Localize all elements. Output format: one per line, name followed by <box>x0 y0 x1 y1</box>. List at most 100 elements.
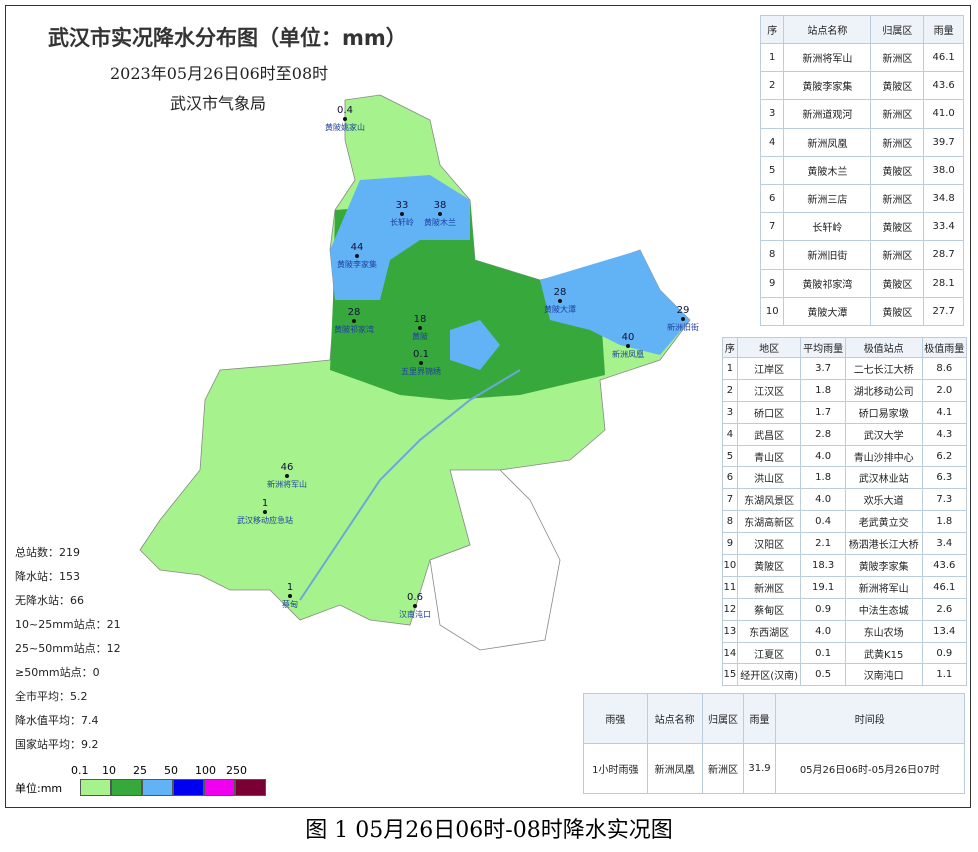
stat: ≥50mm站点：0 <box>15 666 100 679</box>
cell: 黄陂祁家湾 <box>783 268 872 298</box>
row: 7 东湖风景区 4.0 欢乐大道 7.3 <box>722 488 968 512</box>
row: 2 江汉区 1.8 湖北移动公司 2.0 <box>722 378 968 402</box>
station-value: 44 <box>351 242 364 253</box>
cell: 武黄K15 <box>844 641 923 665</box>
legend-swatch <box>235 779 266 796</box>
row: 3 硚口区 1.7 硚口易家墩 4.1 <box>722 400 968 424</box>
cell: 黄陂木兰 <box>783 155 872 185</box>
cell: 东西湖区 <box>736 619 802 643</box>
cell: 4 <box>722 422 738 446</box>
cell: 新洲区 <box>870 240 925 270</box>
cell: 新洲道观河 <box>783 99 872 129</box>
cell: 13 <box>722 619 738 643</box>
cell: 4.0 <box>800 488 846 512</box>
row: 7 长轩岭 黄陂区 33.4 <box>759 212 964 242</box>
cell: 江岸区 <box>736 357 802 380</box>
row: 10 黄陂区 18.3 黄陂李家集 43.6 <box>722 554 968 577</box>
station-value: 0.1 <box>413 349 429 360</box>
header-cell: 平均雨量 <box>800 337 846 358</box>
station <box>558 299 562 303</box>
row: 10 黄陂大潭 黄陂区 27.7 <box>759 296 964 326</box>
cell: 新洲区 <box>701 743 745 794</box>
cell: 长轩岭 <box>783 212 872 242</box>
river <box>299 369 521 601</box>
region-none <box>429 469 561 651</box>
cell: 洪山区 <box>736 466 802 490</box>
cell: 8 <box>722 510 738 534</box>
cell: 7.3 <box>921 488 968 512</box>
cell: 新洲区 <box>736 575 802 599</box>
cell: 43.6 <box>923 71 964 101</box>
station <box>288 594 292 598</box>
cell: 新洲区 <box>870 42 925 73</box>
station-value: 0.6 <box>407 592 423 603</box>
stat: 国家站平均：9.2 <box>15 738 99 751</box>
legend-label: 10 <box>102 764 116 777</box>
cell: 28.7 <box>923 240 964 270</box>
header-cell: 地区 <box>736 337 802 358</box>
row: 6 洪山区 1.8 武汉林业站 6.3 <box>722 466 968 490</box>
cell: 新洲凤凰 <box>646 743 703 794</box>
cell: 0.1 <box>800 641 846 665</box>
cell: 4.0 <box>800 444 846 468</box>
cell: 东湖风景区 <box>736 488 802 512</box>
row: 5 黄陂木兰 黄陂区 38.0 <box>759 155 964 185</box>
cell: 中法生态城 <box>844 597 923 621</box>
cell: 4 <box>759 127 785 157</box>
row: 11 新洲区 19.1 新洲将军山 46.1 <box>722 575 968 599</box>
cell: 05月26日06时-05月26日07时 <box>774 743 966 794</box>
cell: 新洲区 <box>870 99 925 129</box>
station-name: 新洲凤凰 <box>612 349 644 359</box>
cell: 9 <box>722 532 738 556</box>
station-name: 新洲将军山 <box>267 479 307 489</box>
cell: 新洲旧街 <box>783 240 872 270</box>
header-cell: 序 <box>759 15 785 44</box>
station <box>400 212 404 216</box>
cell: 2.8 <box>800 422 846 446</box>
stations-table: 序站点名称 归属区 雨量 1 新洲将军山 新洲区 46.1 2 黄陂李家集 黄陂区 43.6 3 新洲道… <box>759 15 964 326</box>
header-row: 雨强 站点名称 归属区 雨量 时间段 <box>583 693 966 744</box>
cell: 硚口易家墩 <box>844 400 923 424</box>
caption: 图 1 05月26日06时-08时降水实况图 <box>305 818 673 843</box>
header-cell: 雨量 <box>923 15 964 44</box>
station-name: 武汉移动应急站 <box>237 515 293 525</box>
header-cell: 极值站点 <box>844 337 923 358</box>
stat: 全市平均：5.2 <box>15 690 88 703</box>
stat: 降水站：153 <box>15 570 80 583</box>
cell: 4.1 <box>921 400 968 424</box>
cell: 黄陂李家集 <box>783 71 872 101</box>
cell: 14 <box>722 641 738 665</box>
cell: 2.6 <box>921 597 968 621</box>
row: 6 新洲三店 新洲区 34.8 <box>759 183 964 214</box>
cell: 10 <box>759 296 785 326</box>
cell: 江汉区 <box>736 378 802 402</box>
cell: 12 <box>722 597 738 621</box>
cell: 武汉林业站 <box>844 466 923 490</box>
station-value: 29 <box>677 305 690 316</box>
cell: 3 <box>722 400 738 424</box>
cell: 湖北移动公司 <box>844 378 923 402</box>
cell: 武汉大学 <box>844 422 923 446</box>
header-cell: 雨强 <box>583 693 648 744</box>
header-cell: 归属区 <box>701 693 745 744</box>
row: 9 黄陂祁家湾 黄陂区 28.1 <box>759 268 964 298</box>
cell: 黄陂区 <box>870 296 925 326</box>
cell: 34.8 <box>923 183 964 214</box>
cell: 3 <box>759 99 785 129</box>
cell: 1小时雨强 <box>583 743 648 794</box>
legend-label: 25 <box>133 764 147 777</box>
region-blue <box>330 175 470 300</box>
header-cell: 序 <box>722 337 738 358</box>
station-value: 1 <box>262 498 268 509</box>
header-cell: 时间段 <box>774 693 966 744</box>
cell: 新洲将军山 <box>844 575 923 599</box>
cell: 汉南沌口 <box>844 663 923 687</box>
region-blue <box>540 250 690 355</box>
agency: 武汉市气象局 <box>170 94 267 113</box>
station-value: 1 <box>287 582 293 593</box>
station <box>352 319 356 323</box>
region-blue <box>450 320 500 370</box>
header-cell: 站点名称 <box>646 693 703 744</box>
cell: 新洲区 <box>870 127 925 157</box>
cell: 汉阳区 <box>736 532 802 556</box>
